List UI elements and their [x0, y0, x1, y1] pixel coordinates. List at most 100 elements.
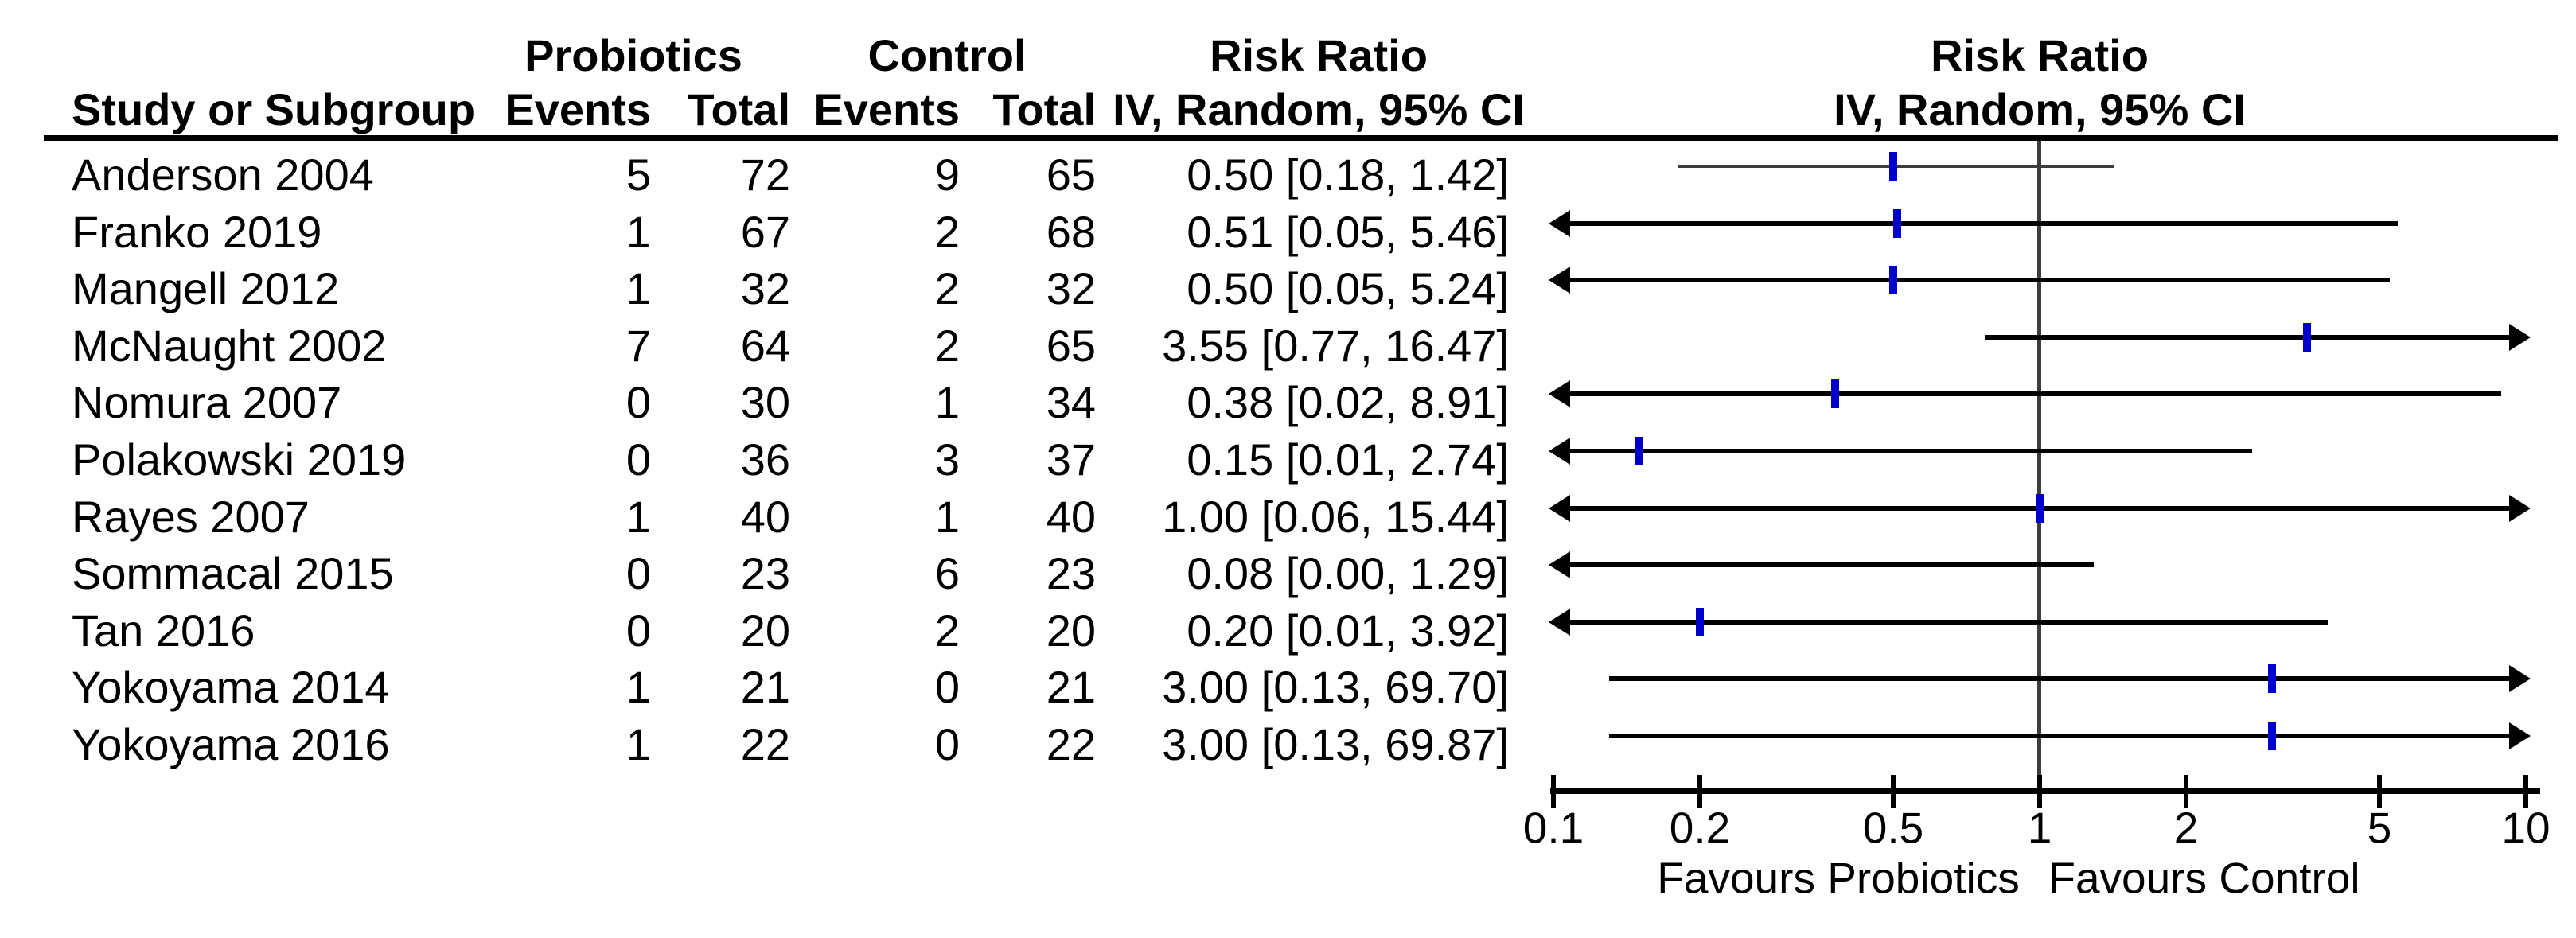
study-label: Tan 2016: [72, 605, 255, 656]
risk-ratio-ci-label: 0.20 [0.01, 3.92]: [1187, 605, 1509, 656]
study-label: Rayes 2007: [72, 491, 310, 542]
right-censor-arrow-icon: [2509, 324, 2531, 351]
control-events-value: 9: [934, 150, 960, 200]
point-estimate-marker: [1635, 437, 1643, 465]
axis-tick: [2037, 775, 2042, 808]
study-label: Polakowski 2019: [72, 434, 407, 485]
axis-tick: [1697, 775, 1702, 808]
right-censor-arrow-icon: [2509, 495, 2531, 522]
study-label: Yokoyama 2016: [72, 719, 390, 769]
axis-tick: [1551, 775, 1556, 808]
study-label: Franko 2019: [72, 206, 322, 257]
control-total-value: 34: [1046, 377, 1096, 428]
probiotics-total-value: 23: [740, 548, 790, 599]
axis-tick-label: 1: [2027, 803, 2052, 853]
left-censor-arrow-icon: [1549, 438, 1570, 465]
control-events-value: 3: [934, 434, 960, 485]
axis-tick: [1891, 775, 1896, 808]
ci-line: [1985, 335, 2526, 340]
axis-tick: [2523, 775, 2528, 808]
control-total-value: 68: [1046, 206, 1096, 257]
probiotics-total-value: 40: [740, 491, 790, 542]
axis-tick-label: 10: [2501, 803, 2551, 853]
risk-ratio-ci-label: 0.50 [0.05, 5.24]: [1187, 263, 1509, 314]
left-censor-arrow-icon: [1549, 210, 1570, 237]
axis-tick-label: 0.5: [1862, 803, 1924, 853]
probiotics-events-column-header: Events: [505, 84, 651, 134]
left-censor-arrow-icon: [1549, 267, 1570, 294]
axis-tick-label: 0.2: [1669, 803, 1731, 853]
favours-control-label: Favours Control: [2048, 853, 2360, 903]
left-censor-arrow-icon: [1549, 495, 1570, 522]
control-events-value: 2: [934, 206, 960, 257]
probiotics-events-value: 0: [625, 605, 651, 656]
control-events-value: 2: [934, 605, 960, 656]
risk-ratio-ci-label: 0.08 [0.00, 1.29]: [1187, 548, 1509, 599]
x-axis-line: [1550, 788, 2540, 794]
probiotics-events-value: 5: [625, 150, 651, 200]
risk-ratio-ci-label: 0.51 [0.05, 5.46]: [1187, 206, 1509, 257]
risk-ratio-method-column-header: IV, Random, 95% CI: [1113, 84, 1525, 134]
probiotics-events-value: 1: [625, 491, 651, 542]
ci-line: [1553, 221, 2398, 226]
risk-ratio-ci-label: 0.15 [0.01, 2.74]: [1187, 434, 1509, 485]
risk-ratio-ci-label: 0.38 [0.02, 8.91]: [1187, 377, 1509, 428]
probiotics-total-value: 32: [740, 263, 790, 314]
control-total-value: 65: [1046, 150, 1096, 200]
risk-ratio-ci-label: 3.55 [0.77, 16.47]: [1162, 320, 1509, 371]
probiotics-total-value: 36: [740, 434, 790, 485]
left-censor-arrow-icon: [1549, 551, 1570, 578]
axis-tick: [2377, 775, 2382, 808]
risk-ratio-column-group-header: Risk Ratio: [1210, 30, 1428, 80]
point-estimate-marker: [2303, 323, 2311, 352]
point-estimate-marker: [1889, 152, 1897, 181]
control-total-value: 65: [1046, 320, 1096, 371]
control-total-column-header: Total: [992, 84, 1096, 134]
point-estimate-marker: [1889, 266, 1897, 294]
probiotics-events-value: 1: [625, 206, 651, 257]
control-events-value: 0: [934, 662, 960, 713]
probiotics-events-value: 7: [625, 320, 651, 371]
axis-tick: [2184, 775, 2188, 808]
study-label: Yokoyama 2014: [72, 662, 390, 713]
study-label: McNaught 2002: [72, 320, 387, 371]
probiotics-events-value: 1: [625, 719, 651, 769]
ci-line: [1609, 734, 2526, 738]
control-total-value: 20: [1046, 605, 1096, 656]
point-estimate-marker: [2268, 722, 2276, 750]
probiotics-total-value: 30: [740, 377, 790, 428]
ci-line: [1553, 562, 2094, 567]
study-label: Mangell 2012: [72, 263, 340, 314]
control-events-value: 2: [934, 320, 960, 371]
ci-line: [1553, 620, 2328, 625]
ci-line: [1553, 449, 2252, 453]
control-group-header: Control: [867, 30, 1027, 80]
probiotics-total-value: 20: [740, 605, 790, 656]
point-estimate-marker: [1893, 209, 1901, 238]
control-total-value: 37: [1046, 434, 1096, 485]
control-events-value: 1: [934, 491, 960, 542]
favours-probiotics-label: Favours Probiotics: [1657, 853, 2020, 903]
left-censor-arrow-icon: [1549, 609, 1570, 636]
probiotics-events-value: 0: [625, 377, 651, 428]
point-estimate-marker: [2036, 494, 2044, 523]
risk-ratio-ci-label: 3.00 [0.13, 69.70]: [1162, 662, 1509, 713]
study-label: Anderson 2004: [72, 150, 374, 200]
probiotics-events-value: 0: [625, 548, 651, 599]
ci-line: [1609, 676, 2526, 681]
risk-ratio-ci-label: 0.50 [0.18, 1.42]: [1187, 150, 1509, 200]
left-censor-arrow-icon: [1549, 380, 1570, 407]
axis-tick-label: 0.1: [1522, 803, 1584, 853]
control-total-value: 23: [1046, 548, 1096, 599]
point-estimate-marker: [1831, 379, 1839, 408]
plot-title: Risk Ratio: [1931, 30, 2149, 80]
study-label: Nomura 2007: [72, 377, 342, 428]
ci-line: [1553, 391, 2501, 396]
probiotics-events-value: 1: [625, 263, 651, 314]
study-label: Sommacal 2015: [72, 548, 394, 599]
control-total-value: 22: [1046, 719, 1096, 769]
control-events-value: 6: [934, 548, 960, 599]
control-events-value: 0: [934, 719, 960, 769]
probiotics-total-column-header: Total: [687, 84, 790, 134]
